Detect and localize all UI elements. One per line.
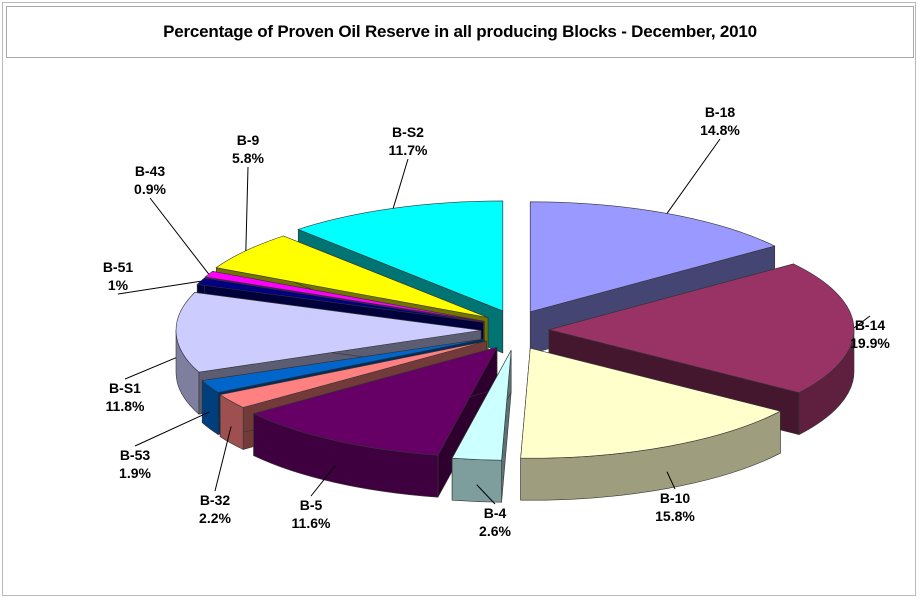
slice-top xyxy=(520,347,782,459)
slice-b-10 xyxy=(520,347,782,501)
slice-value-label: 5.8% xyxy=(232,150,264,166)
slice-top xyxy=(529,201,776,313)
slice-value-label: 15.8% xyxy=(655,508,695,524)
slice-value-label: 1% xyxy=(108,277,129,293)
leader-line xyxy=(214,426,232,492)
chart-title-box: Percentage of Proven Oil Reserve in all … xyxy=(6,6,914,58)
leader-line xyxy=(853,315,871,329)
leader-line xyxy=(392,158,409,209)
slice-top xyxy=(252,346,498,456)
slice-value-label: 2.2% xyxy=(199,510,231,526)
leader-line xyxy=(666,138,721,214)
slice-b-4 xyxy=(451,350,512,503)
chart-title: Percentage of Proven Oil Reserve in all … xyxy=(163,22,757,41)
leader-line xyxy=(117,280,201,295)
slice-label: B-9 xyxy=(237,132,260,148)
slice-rim xyxy=(451,457,502,503)
slice-value-label: 0.9% xyxy=(134,181,166,197)
slice-label: B-S2 xyxy=(392,124,424,140)
slice-label: B-53 xyxy=(120,447,151,463)
slice-top xyxy=(175,292,482,373)
slice-label: B-43 xyxy=(135,163,166,179)
slice-top xyxy=(297,200,504,312)
slice-label: B-51 xyxy=(103,259,134,275)
slice-top xyxy=(547,263,855,393)
slice-label: B-18 xyxy=(705,104,736,120)
slice-label: B-14 xyxy=(855,317,886,333)
slice-value-label: 2.6% xyxy=(479,523,511,539)
slice-top xyxy=(451,350,512,461)
slice-label: B-4 xyxy=(484,505,507,521)
leader-line xyxy=(245,166,249,251)
pie-slices xyxy=(175,200,855,503)
slice-label: B-S1 xyxy=(109,380,141,396)
leader-line xyxy=(149,197,210,275)
slice-top xyxy=(215,235,489,318)
slice-value-label: 11.7% xyxy=(389,142,428,158)
slice-top xyxy=(219,340,487,408)
slice-top xyxy=(201,338,485,393)
leader-line xyxy=(134,411,210,447)
slice-label: B-10 xyxy=(660,490,691,506)
leader-line xyxy=(310,465,336,497)
slice-value-label: 1.9% xyxy=(119,465,151,481)
leader-line xyxy=(476,484,496,505)
slice-value-label: 19.9% xyxy=(850,335,890,351)
slice-value-label: 11.8% xyxy=(106,398,145,414)
slice-label: B-5 xyxy=(300,497,323,513)
slice-value-label: 14.8% xyxy=(700,122,740,138)
leader-line xyxy=(666,471,676,490)
slice-label: B-32 xyxy=(200,492,231,508)
slice-b-5 xyxy=(252,346,498,498)
slice-value-label: 11.6% xyxy=(292,515,331,531)
leader-line xyxy=(124,357,177,380)
pie-labels: B-1814.8%B-1419.9%B-1015.8%B-42.6%B-511.… xyxy=(103,104,891,539)
